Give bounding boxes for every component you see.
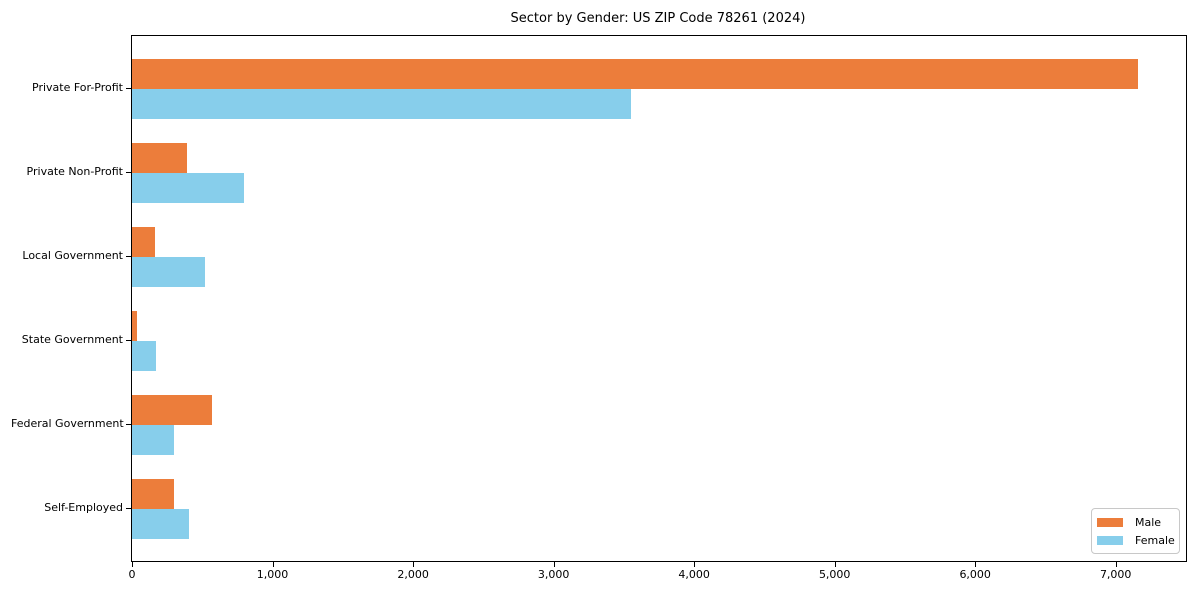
x-tick-label: 6,000	[959, 568, 991, 581]
bar-female-3	[132, 341, 156, 371]
legend: Male Female	[1091, 508, 1180, 554]
y-tick-label: Federal Government	[11, 417, 124, 430]
plot-area	[131, 35, 1187, 562]
bar-male-2	[132, 227, 155, 257]
y-tick-label: Private Non-Profit	[26, 165, 123, 178]
bar-male-1	[132, 143, 187, 173]
x-tick	[975, 562, 977, 567]
legend-item-male: Male	[1097, 517, 1173, 528]
y-tick	[126, 340, 131, 341]
legend-swatch-female	[1097, 535, 1123, 545]
x-tick-label: 5,000	[818, 568, 851, 581]
legend-item-female: Female	[1097, 533, 1175, 547]
bar-male-0	[132, 59, 1139, 89]
x-tick	[272, 562, 274, 567]
bar-female-2	[132, 257, 206, 287]
y-tick-label: State Government	[21, 333, 123, 346]
bar-female-0	[132, 89, 631, 119]
bar-male-4	[132, 395, 213, 425]
y-tick-label: Private For-Profit	[32, 81, 123, 94]
y-tick-label: Self-Employed	[44, 501, 123, 514]
y-tick-label: Local Government	[22, 249, 123, 262]
bar-female-1	[132, 173, 245, 203]
x-tick	[694, 562, 696, 567]
y-tick	[126, 256, 131, 257]
x-tick-label: 7,000	[1099, 568, 1132, 581]
bar-female-4	[132, 425, 174, 455]
bar-male-3	[132, 311, 137, 341]
x-tick	[413, 562, 415, 567]
x-tick	[553, 562, 555, 567]
x-tick	[834, 562, 836, 567]
x-tick-label: 4,000	[678, 568, 710, 581]
bar-male-5	[132, 479, 174, 509]
x-tick-label: 1,000	[256, 568, 289, 581]
y-tick	[126, 172, 131, 173]
legend-label-male: Male	[1135, 515, 1162, 529]
y-tick	[126, 508, 131, 509]
y-tick	[126, 88, 131, 89]
x-tick-label: 2,000	[397, 568, 429, 581]
legend-swatch-male	[1097, 517, 1123, 527]
chart-title: Sector by Gender: US ZIP Code 78261 (202…	[510, 11, 806, 26]
legend-label-female: Female	[1135, 533, 1175, 547]
x-tick	[132, 562, 133, 567]
x-tick	[1115, 562, 1117, 567]
bar-female-5	[132, 509, 189, 539]
x-tick-label: 0	[128, 568, 136, 581]
y-tick	[126, 424, 131, 425]
x-tick-label: 3,000	[537, 568, 570, 581]
